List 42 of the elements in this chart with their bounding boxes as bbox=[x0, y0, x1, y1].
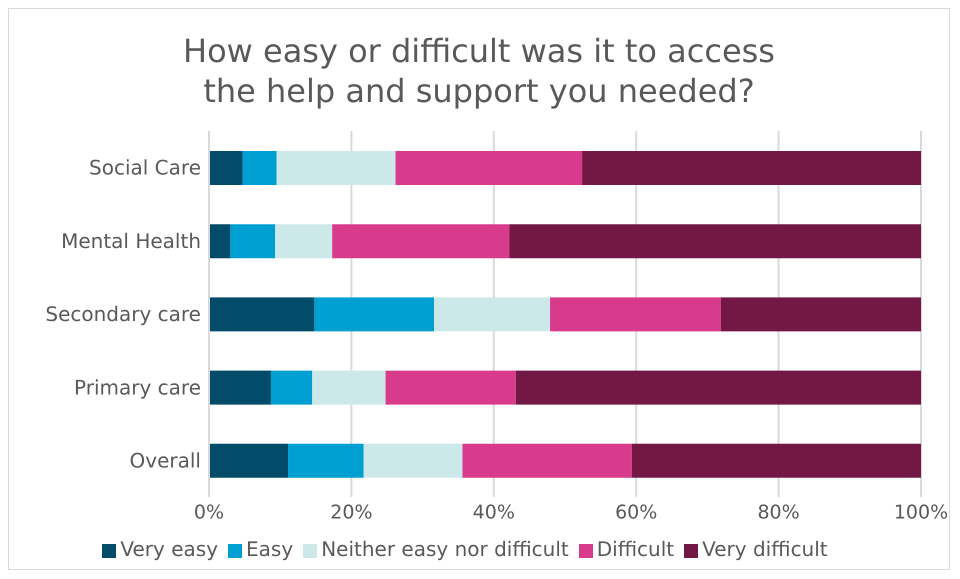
bar bbox=[550, 297, 721, 332]
legend-label: Difficult bbox=[596, 537, 674, 561]
bar bbox=[209, 370, 271, 405]
bar bbox=[632, 444, 921, 478]
y-tick-label: Primary care bbox=[74, 375, 201, 400]
x-tick-label: 20% bbox=[330, 501, 373, 524]
bar bbox=[270, 370, 312, 405]
y-tick-label: Mental Health bbox=[61, 228, 201, 253]
legend-label: Very easy bbox=[120, 537, 218, 561]
bar bbox=[516, 370, 921, 405]
bar bbox=[386, 370, 516, 405]
x-tick-label: 0% bbox=[194, 501, 224, 524]
bar bbox=[242, 151, 277, 185]
bar bbox=[276, 151, 396, 185]
bar bbox=[275, 224, 332, 258]
bar bbox=[209, 224, 230, 258]
bar bbox=[364, 444, 462, 478]
x-tick-label: 100% bbox=[894, 501, 948, 524]
y-tick-label: Social Care bbox=[89, 156, 201, 180]
bar bbox=[720, 297, 921, 332]
bar bbox=[462, 444, 632, 478]
x-tick-label: 40% bbox=[472, 501, 515, 524]
bar bbox=[312, 370, 386, 405]
bar bbox=[314, 297, 434, 332]
y-tick-label: Overall bbox=[130, 448, 201, 472]
bar bbox=[582, 151, 921, 185]
bar bbox=[209, 444, 288, 478]
bar bbox=[209, 151, 242, 185]
legend-label: Very difficult bbox=[702, 537, 828, 561]
bar bbox=[434, 297, 550, 332]
legend-label: Neither easy nor difficult bbox=[321, 537, 569, 561]
bar bbox=[209, 297, 314, 332]
bar bbox=[509, 224, 921, 258]
legend-label: Easy bbox=[246, 537, 294, 561]
x-tick-label: 60% bbox=[615, 501, 658, 524]
bar bbox=[396, 151, 582, 185]
x-tick-label: 80% bbox=[757, 501, 800, 524]
y-tick-label: Secondary care bbox=[45, 302, 201, 326]
bar bbox=[332, 224, 510, 258]
bar bbox=[230, 224, 276, 258]
chart-title: How easy or difficult was it to access the help and support you needed? bbox=[182, 31, 776, 111]
bar bbox=[288, 444, 364, 478]
